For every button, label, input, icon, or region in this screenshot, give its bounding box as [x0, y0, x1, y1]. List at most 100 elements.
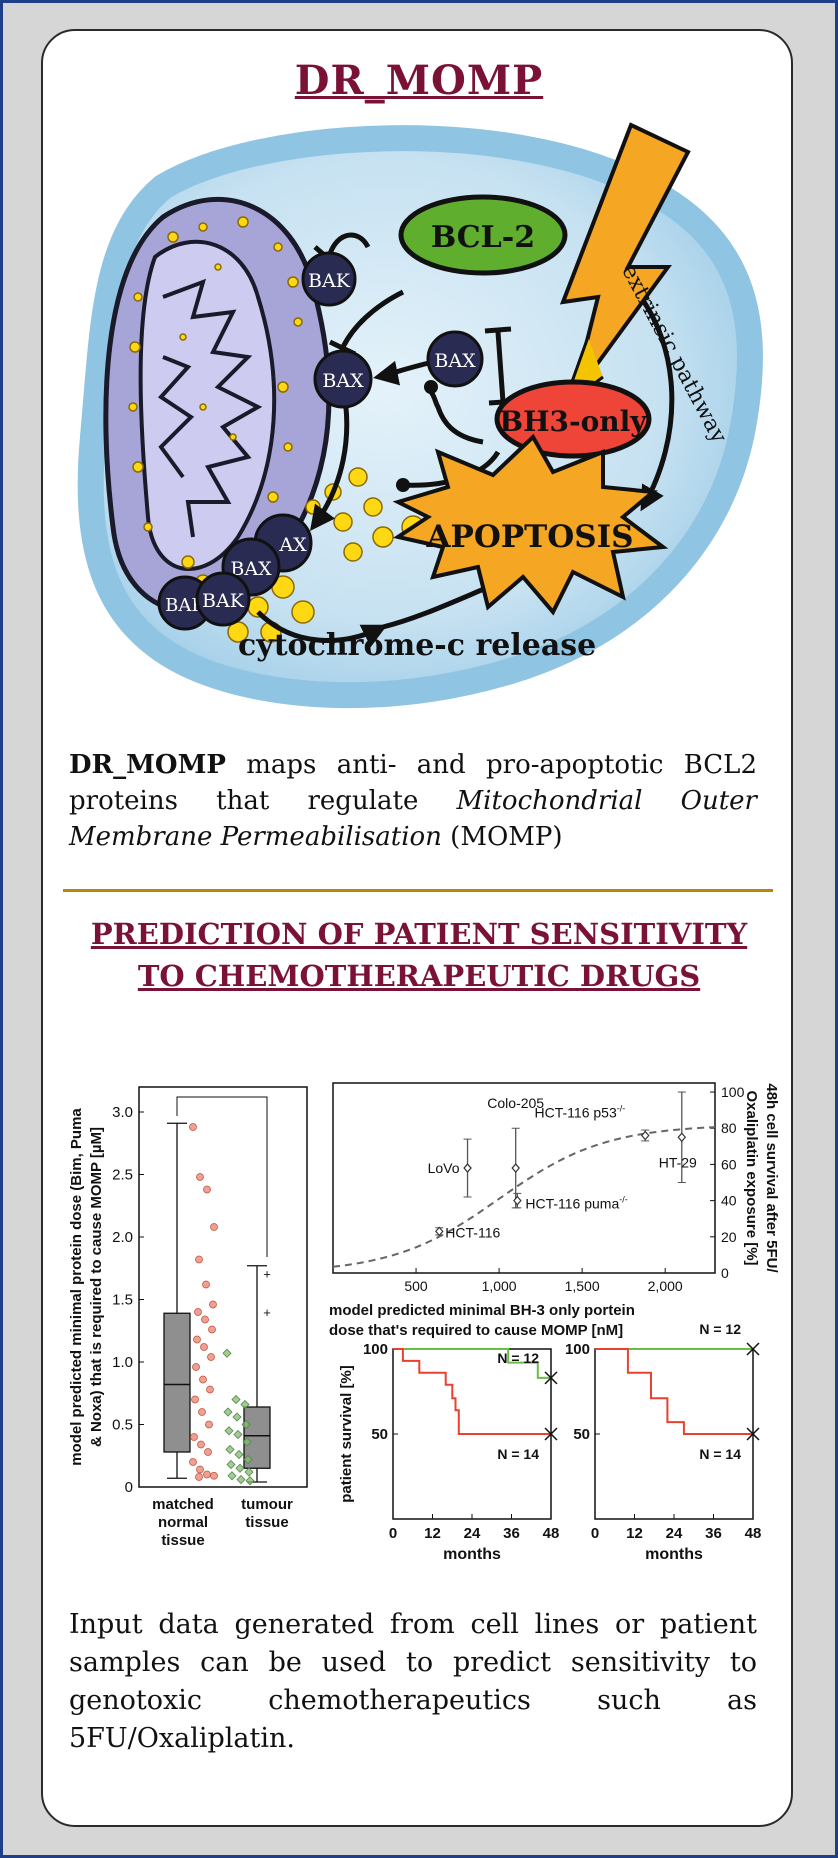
box-point	[208, 1325, 216, 1334]
box-point	[225, 1444, 235, 1455]
scatter-xtick-label: 1,000	[482, 1278, 517, 1294]
box-point	[203, 1185, 211, 1194]
protein-bax-membrane: BAX	[313, 349, 373, 409]
survival-xtick-label: 0	[389, 1525, 397, 1542]
box-ytick-label: 2.5	[112, 1167, 133, 1184]
scatter-ytick-label: 80	[721, 1120, 737, 1136]
box-point	[204, 1448, 212, 1456]
survival-xtick-label: 36	[503, 1525, 520, 1542]
scatter-xtick-label: 2,000	[648, 1278, 683, 1294]
survival-xtick-label: 48	[543, 1525, 560, 1542]
survival-ylabel: patient survival [%]	[338, 1365, 355, 1503]
box-point	[234, 1449, 244, 1460]
box-point	[227, 1471, 237, 1481]
box-point	[189, 1458, 197, 1466]
box-outlier: +	[263, 1305, 271, 1320]
box-group-label: normal	[158, 1514, 208, 1531]
box-point	[191, 1395, 199, 1404]
poster-title: DR_MOMP	[294, 57, 544, 104]
svg-text:BAK: BAK	[165, 595, 205, 616]
survival-xlabel: months	[443, 1546, 501, 1563]
box-point	[206, 1385, 214, 1394]
box-group-label: tissue	[245, 1514, 288, 1531]
protein-bax-free: BAX	[426, 330, 484, 388]
survival-xtick-label: 24	[464, 1525, 481, 1542]
box-point	[233, 1429, 243, 1440]
apoptosis-burst	[392, 433, 669, 616]
box-ytick-label: 1.0	[112, 1354, 133, 1371]
box-point	[243, 1454, 253, 1465]
survival-plot-0: 0 12 24 36 48 50 100 N = 12 N = 14 months patient …	[338, 1341, 559, 1563]
scatter-marker	[511, 1163, 520, 1173]
box-point	[209, 1300, 217, 1309]
survival-series-label: N = 14	[497, 1446, 539, 1462]
box-ytick-label: 0	[125, 1479, 133, 1496]
box-ytick-label: 0.5	[112, 1417, 133, 1434]
survival-ytick-label: 100	[565, 1341, 590, 1358]
box-group-label: tissue	[161, 1532, 204, 1549]
box-point	[236, 1474, 246, 1485]
scatter-ytick-label: 40	[721, 1193, 737, 1209]
box-ytick-label: 1.5	[112, 1292, 133, 1309]
box-point	[195, 1473, 203, 1481]
section-heading-line-2: TO CHEMOTHERAPEUTIC DRUGS	[137, 959, 701, 993]
protein-bak-top: BAK	[301, 251, 357, 307]
box-point	[196, 1465, 204, 1474]
section-heading-line-1: PREDICTION OF PATIENT SENSITIVITY	[90, 917, 748, 951]
scatter-marker	[513, 1195, 522, 1206]
survival-series-label: N = 12	[699, 1321, 741, 1337]
box-point	[242, 1437, 252, 1447]
box-outlier: +	[263, 1266, 271, 1281]
box-bracket	[176, 1096, 268, 1257]
box-point	[197, 1440, 205, 1449]
box-point	[189, 1123, 197, 1131]
scatter-ytick-label: 0	[721, 1265, 729, 1281]
survival-xtick-label: 12	[626, 1525, 643, 1542]
protein-bak-bottom: BAK	[195, 571, 251, 627]
box-point	[245, 1476, 255, 1486]
box-group-label: tumour	[241, 1496, 293, 1513]
survival-xtick-label: 36	[705, 1525, 722, 1542]
survival-series-1	[393, 1348, 551, 1435]
survival-ytick-label: 100	[363, 1341, 388, 1358]
bh3-label: BH3-only	[499, 405, 647, 438]
box-point	[210, 1223, 218, 1231]
box-point	[231, 1394, 241, 1405]
mitochondrion	[103, 196, 332, 614]
survival-censor-mark	[544, 1371, 558, 1385]
intro-text-1: maps anti- and pro-apoptotic BCL2 protei…	[69, 750, 757, 816]
box-point	[195, 1255, 203, 1264]
box-point	[201, 1315, 209, 1324]
scatter-point-3: HCT-116	[434, 1224, 500, 1240]
scatter-frame	[332, 1082, 716, 1274]
lightning-icon	[559, 122, 691, 399]
svg-text:BAX: BAX	[230, 558, 272, 580]
scatter-marker	[677, 1132, 687, 1143]
box-point	[222, 1348, 232, 1358]
box-ytick-label: 2.0	[112, 1229, 133, 1246]
conclusion-paragraph: Input data generated from cell lines or …	[69, 1609, 757, 1754]
scatter-xtick-label: 1,500	[565, 1278, 600, 1294]
box-point	[226, 1459, 236, 1470]
box-point	[203, 1470, 211, 1479]
box-point	[232, 1412, 242, 1422]
survival-xtick-label: 0	[591, 1525, 599, 1542]
scatter-point-4: HCT-116 p53-/-	[535, 1103, 650, 1142]
poster-card: DR_MOMP	[41, 29, 793, 1827]
bcl2-inhibits-bh3	[495, 331, 506, 403]
box-ytick-label: 3.0	[112, 1104, 133, 1121]
box-iqr	[163, 1312, 191, 1453]
survival-ytick-label: 50	[573, 1426, 590, 1443]
charts-panel: 0 0.5 1.0 1.5 2.0 2.5 3.0 model predicted minim…	[68, 1082, 780, 1563]
scatter-point-0: LoVo	[428, 1138, 472, 1198]
svg-text:AX: AX	[278, 534, 307, 556]
bcl2-label: BCL-2	[431, 220, 535, 255]
box-point	[240, 1399, 250, 1410]
scatter-ylabel: 48h cell survival after 5FU/Oxaliplatin …	[743, 1083, 780, 1273]
scatter-point-label: HT-29	[659, 1154, 697, 1170]
scatter-ytick-label: 100	[721, 1084, 745, 1100]
survival-plot-1: 0 12 24 36 48 50 100 N = 12 N = 14 months	[565, 1321, 761, 1563]
box-point	[207, 1353, 215, 1361]
bcl2-inhibits-bax	[340, 289, 405, 349]
